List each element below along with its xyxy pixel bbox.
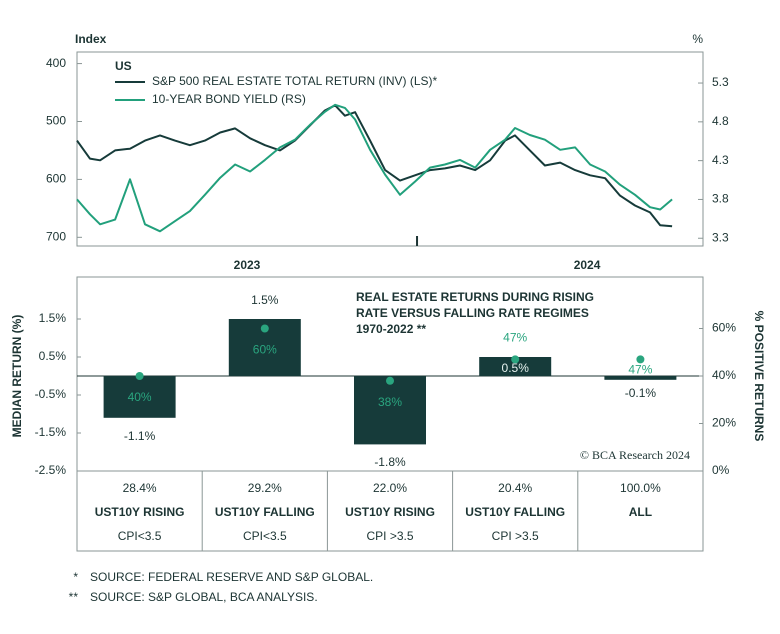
dot-label: 47%	[503, 331, 527, 345]
left-unit: Index	[75, 32, 107, 46]
panel-title: RATE VERSUS FALLING RATE REGIMES	[356, 306, 589, 320]
category-label: UST10Y RISING	[95, 505, 185, 519]
share-label: 20.4%	[498, 481, 532, 495]
note-text: SOURCE: FEDERAL RESERVE AND S&P GLOBAL.	[90, 570, 373, 584]
positive-share-dot	[386, 376, 394, 385]
y-tick-label: 700	[46, 229, 66, 243]
y2-tick-label: 0%	[712, 463, 730, 477]
credit: © BCA Research 2024	[580, 448, 690, 462]
share-label: 100.0%	[620, 481, 661, 495]
y2-tick-label: 4.3	[712, 153, 729, 167]
right-unit: %	[692, 32, 703, 46]
category-label: UST10Y FALLING	[215, 505, 315, 519]
dot-label: 47%	[628, 363, 652, 377]
y2-tick-label: 60%	[712, 321, 736, 335]
y-tick-label: -1.5%	[35, 425, 67, 439]
positive-share-dot	[260, 324, 269, 333]
panel-title: 1970-2022 **	[356, 322, 426, 336]
category-label: ALL	[629, 505, 652, 519]
bar	[354, 376, 426, 445]
category-label: UST10Y FALLING	[465, 505, 565, 519]
y2-tick-label: 40%	[712, 368, 736, 382]
note-text: SOURCE: S&P GLOBAL, BCA ANALYSIS.	[90, 590, 318, 604]
category-label: UST10Y RISING	[345, 505, 435, 519]
share-label: 22.0%	[373, 481, 407, 495]
condition-label: CPI<3.5	[243, 529, 287, 543]
bar-value-label: -1.1%	[124, 429, 156, 443]
y2-tick-label: 5.3	[712, 75, 729, 89]
positive-share-dot	[636, 355, 645, 364]
y2-tick-label: 3.8	[712, 192, 729, 206]
share-label: 29.2%	[248, 481, 282, 495]
condition-label: CPI<3.5	[118, 529, 162, 543]
bar-value-label: 1.5%	[251, 293, 279, 307]
y-tick-label: -2.5%	[35, 463, 67, 477]
series-line	[76, 104, 673, 228]
series-line	[76, 103, 673, 233]
panel-title: REAL ESTATE RETURNS DURING RISING	[356, 290, 594, 304]
share-label: 28.4%	[123, 481, 157, 495]
x-tick-label: 2023	[234, 258, 261, 272]
y-tick-label: 400	[46, 56, 66, 70]
plot-frame	[76, 51, 704, 247]
region-label: US	[115, 59, 132, 73]
y2-axis-label: % POSITIVE RETURNS	[752, 311, 766, 442]
y-tick-label: 600	[46, 172, 66, 186]
bar	[604, 376, 677, 380]
condition-label: CPI >3.5	[492, 529, 539, 543]
x-tick-label: 2024	[574, 258, 601, 272]
y-tick-label: 0.5%	[39, 349, 67, 363]
panel-frame	[76, 276, 704, 552]
y-axis-label: MEDIAN RETURN (%)	[10, 315, 24, 438]
legend-label: 10-YEAR BOND YIELD (RS)	[152, 92, 306, 106]
condition-label: CPI >3.5	[366, 529, 413, 543]
y-tick-label: -0.5%	[35, 387, 67, 401]
bar	[103, 376, 176, 418]
y2-tick-label: 3.3	[712, 230, 729, 244]
y2-tick-label: 20%	[712, 416, 736, 430]
positive-share-dot	[135, 372, 144, 380]
note-marker: *	[73, 570, 78, 584]
y-tick-label: 1.5%	[39, 311, 67, 325]
y-tick-label: 500	[46, 114, 66, 128]
dot-label: 38%	[378, 395, 402, 409]
dot-label: 40%	[128, 390, 152, 404]
bar-value-label: 0.5%	[502, 361, 530, 375]
dot-label: 60%	[253, 343, 277, 357]
bar-value-label: -1.8%	[374, 455, 406, 469]
bar-value-label: -0.1%	[625, 386, 657, 400]
positive-share-dot	[511, 355, 520, 364]
bar	[479, 357, 552, 376]
y2-tick-label: 4.8	[712, 114, 729, 128]
note-marker: **	[69, 590, 79, 604]
legend-label: S&P 500 REAL ESTATE TOTAL RETURN (INV) (…	[152, 74, 438, 88]
